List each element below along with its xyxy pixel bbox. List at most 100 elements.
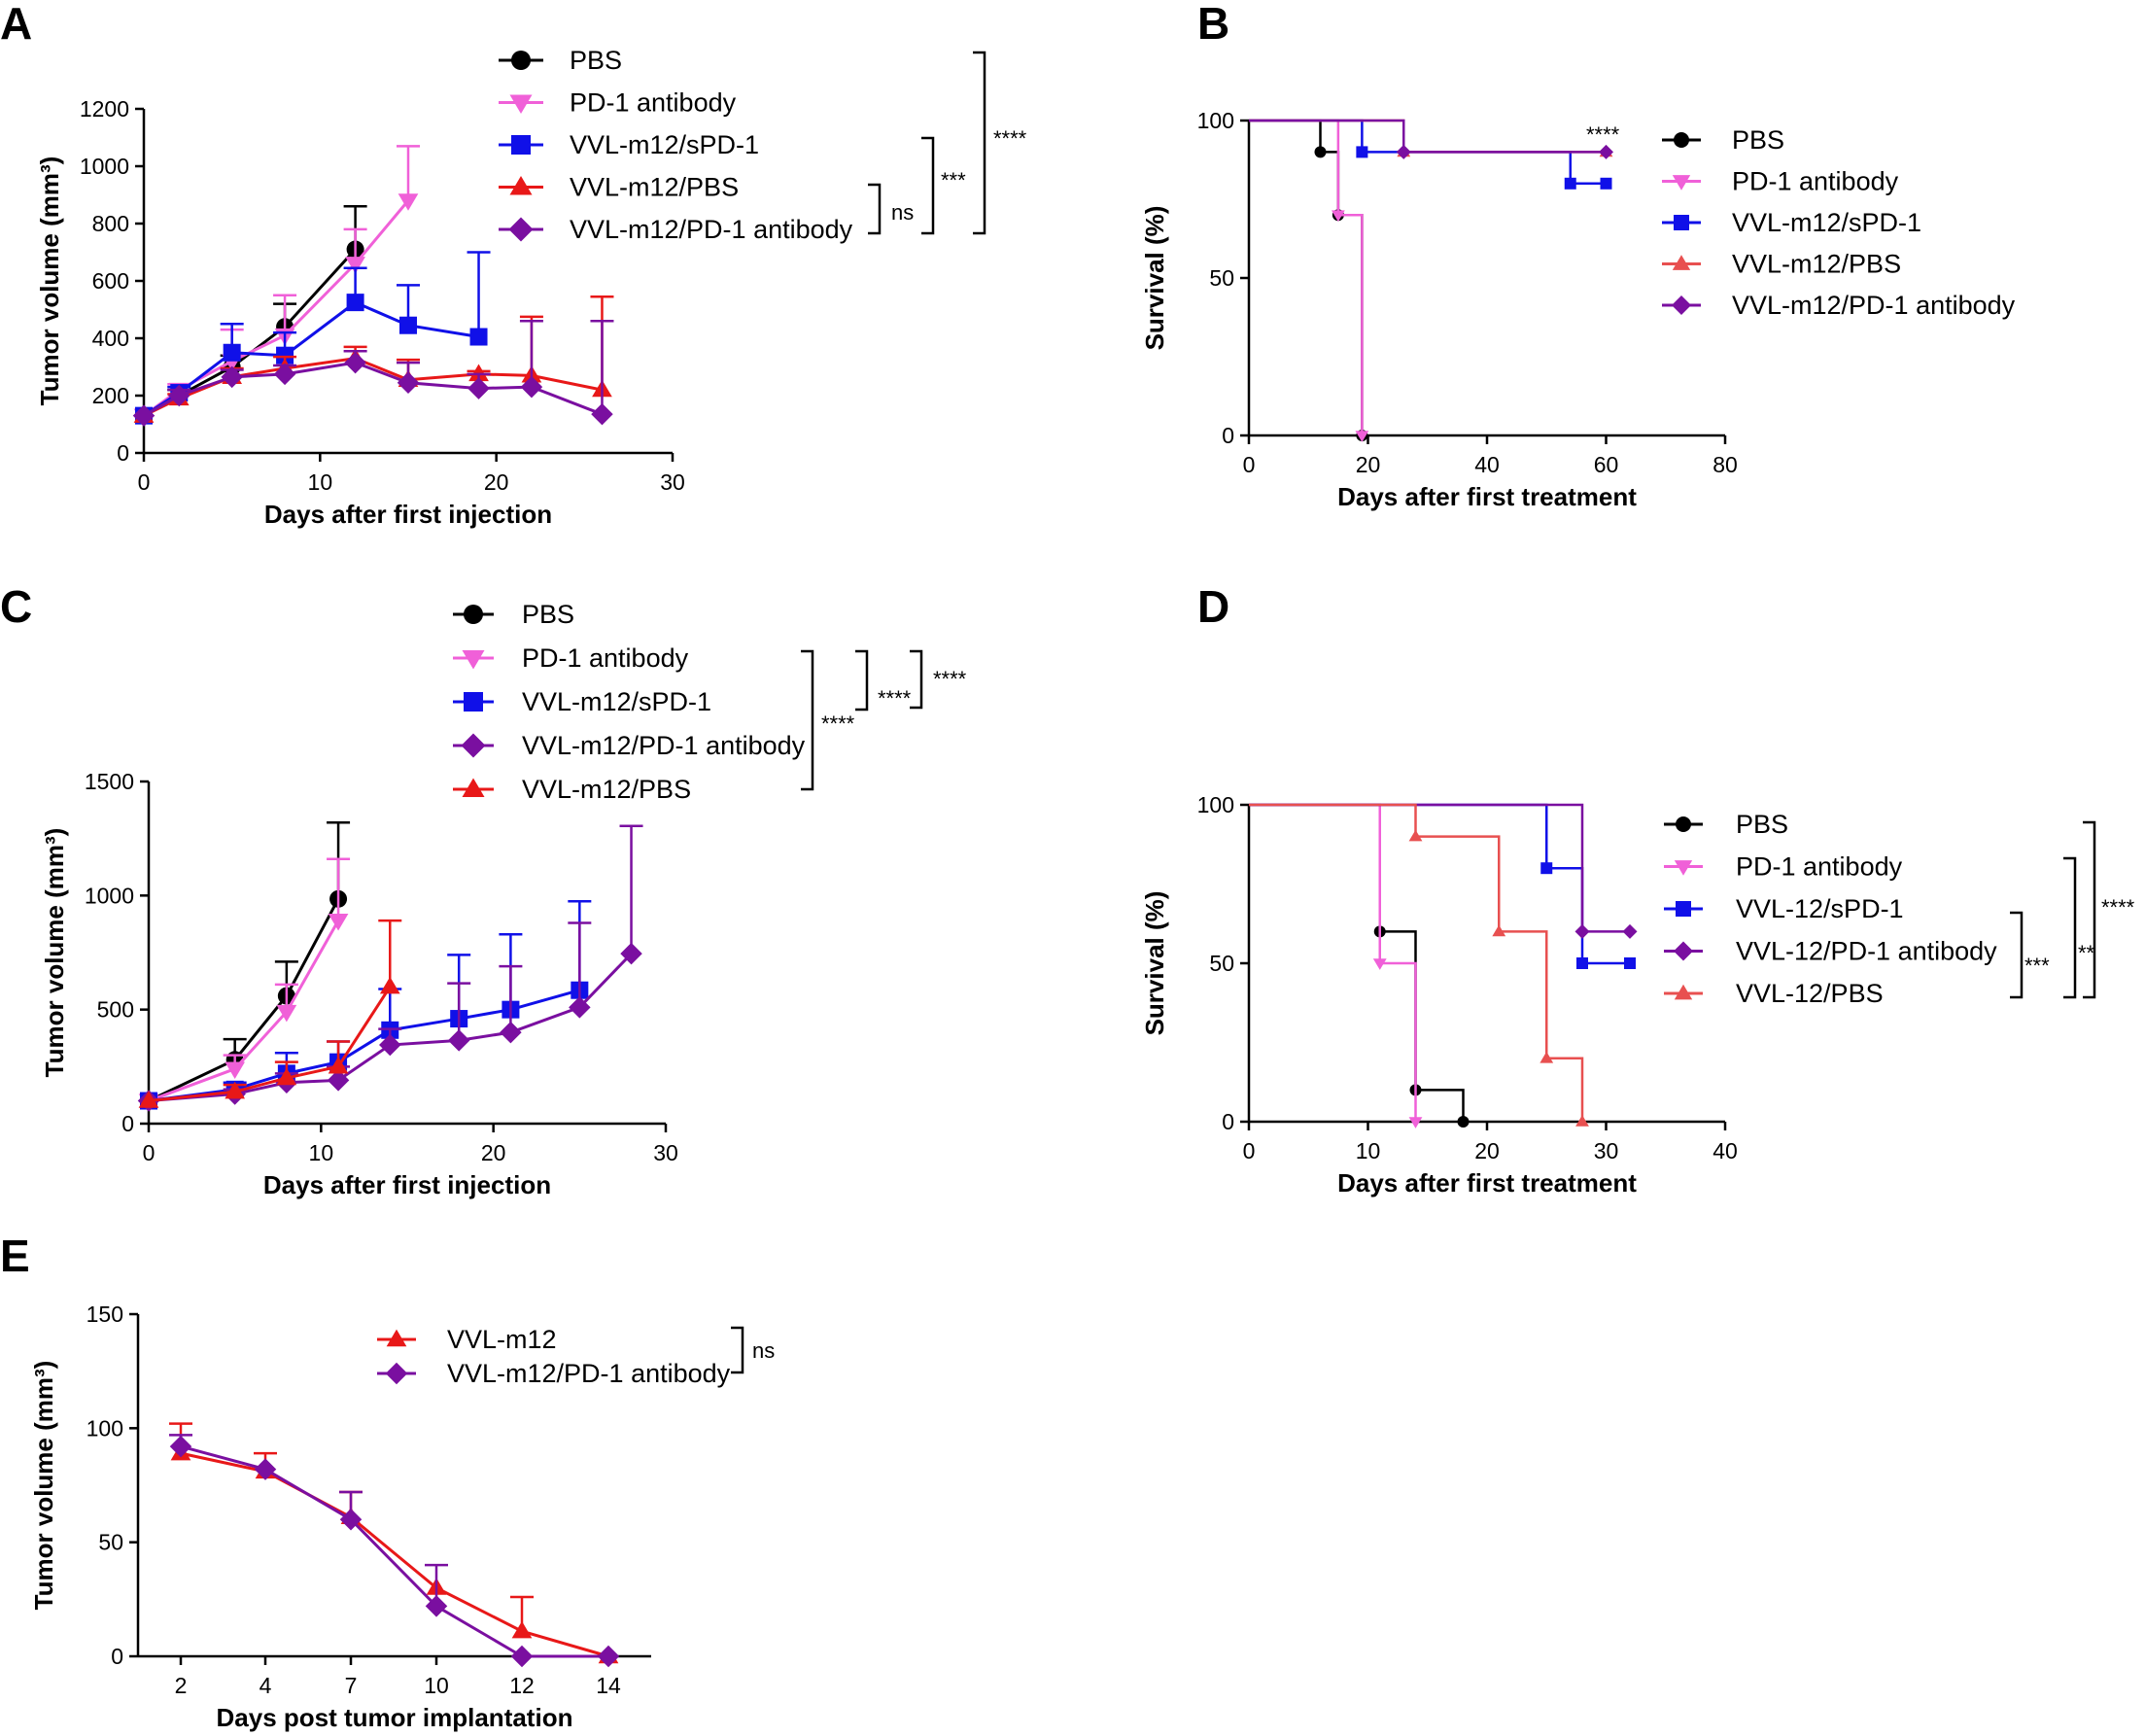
bracket-line bbox=[921, 136, 935, 235]
legend-label: PD-1 antibody bbox=[1732, 167, 1899, 196]
legend-label: VVL-m12/PD-1 antibody bbox=[447, 1359, 731, 1388]
x-tick-label: 4 bbox=[259, 1673, 272, 1698]
y-tick-label: 0 bbox=[1222, 423, 1234, 448]
data-point bbox=[1564, 177, 1576, 190]
legend-marker bbox=[509, 176, 533, 195]
legend-label: PD-1 antibody bbox=[1736, 852, 1903, 882]
significance-label: **** bbox=[2101, 895, 2135, 920]
series-pbs bbox=[135, 205, 367, 425]
y-tick-label: 50 bbox=[1209, 265, 1234, 291]
series-pd-1-antibody bbox=[133, 145, 420, 426]
bracket-line bbox=[731, 1326, 744, 1374]
x-tick-label: 30 bbox=[660, 469, 685, 495]
data-point bbox=[1576, 957, 1588, 969]
x-tick-label: 10 bbox=[308, 469, 333, 495]
x-tick-label: 30 bbox=[653, 1140, 678, 1165]
data-point bbox=[254, 1458, 277, 1480]
x-axis-title: Days after first injection bbox=[264, 500, 552, 529]
survival-step-line bbox=[1249, 803, 1465, 1122]
y-tick-label: 0 bbox=[111, 1644, 123, 1669]
x-axis-title: Days post tumor implantation bbox=[217, 1703, 573, 1732]
data-point bbox=[168, 384, 190, 407]
series-pd-1-antibody bbox=[138, 857, 351, 1111]
panel-b: B 0 50 100 0 20 40 60 80 Days after first treatme… bbox=[1140, 0, 2016, 511]
significance-bracket: ** bbox=[2063, 856, 2095, 999]
significance-bracket: *** bbox=[921, 136, 966, 235]
x-axis-title: Days after first treatment bbox=[1337, 1168, 1637, 1198]
data-point bbox=[511, 1620, 533, 1639]
panel-letter: D bbox=[1197, 581, 1229, 632]
x-axis-title: Days after first treatment bbox=[1337, 482, 1637, 511]
data-point bbox=[1314, 146, 1327, 158]
legend-marker bbox=[1674, 941, 1693, 961]
data-point bbox=[620, 942, 642, 965]
legend-marker bbox=[461, 733, 486, 758]
y-tick-label: 0 bbox=[1222, 1109, 1234, 1134]
bracket-line bbox=[910, 649, 923, 710]
data-point bbox=[276, 1004, 297, 1023]
series-line bbox=[148, 920, 340, 1102]
y-tick-label: 1000 bbox=[85, 883, 134, 908]
data-point bbox=[1457, 1116, 1470, 1128]
data-point bbox=[379, 976, 400, 994]
x-tick-label: 30 bbox=[1594, 1138, 1619, 1163]
survival-step-line bbox=[1249, 803, 1630, 965]
x-tick-label: 10 bbox=[424, 1673, 449, 1698]
series-line bbox=[148, 898, 340, 1102]
series-vvl-12-pbs bbox=[1249, 803, 1589, 1127]
x-tick-label: 10 bbox=[309, 1140, 334, 1165]
data-point bbox=[447, 1029, 470, 1052]
panel-letter: A bbox=[0, 0, 32, 49]
series-vvl-12-pd-1-antibody bbox=[1249, 803, 1638, 939]
y-tick-label: 0 bbox=[117, 440, 129, 466]
significance-bracket: **** bbox=[973, 51, 1027, 235]
y-tick-label: 0 bbox=[121, 1111, 134, 1136]
data-point bbox=[379, 1033, 401, 1057]
x-tick-label: 20 bbox=[484, 469, 509, 495]
series-vvl-m12-pd-1-antibody bbox=[1249, 119, 1613, 159]
x-tick-label: 40 bbox=[1474, 452, 1500, 477]
x-tick-label: 40 bbox=[1713, 1138, 1738, 1163]
x-tick-label: 7 bbox=[345, 1673, 358, 1698]
y-tick-label: 1200 bbox=[80, 96, 129, 122]
y-tick-label: 200 bbox=[92, 383, 129, 408]
y-axis-title: Tumor volume (mm³) bbox=[29, 1361, 58, 1611]
legend-label: VVL-m12/sPD-1 bbox=[1732, 208, 1921, 237]
significance-label: **** bbox=[1586, 122, 1620, 147]
significance-label: ns bbox=[752, 1338, 775, 1363]
significance-label: *** bbox=[941, 168, 966, 192]
x-tick-label: 0 bbox=[1243, 1138, 1256, 1163]
data-point bbox=[132, 404, 156, 427]
data-point bbox=[223, 343, 241, 362]
survival-step-line bbox=[1249, 119, 1607, 154]
significance-bracket: **** bbox=[801, 649, 855, 791]
x-tick-label: 0 bbox=[138, 469, 151, 495]
legend: VVL-m12 VVL-m12/PD-1 antibody bbox=[377, 1325, 731, 1388]
x-tick-label: 14 bbox=[596, 1673, 621, 1698]
y-tick-label: 50 bbox=[98, 1530, 123, 1555]
significance-bracket: **** bbox=[855, 649, 912, 712]
data-point bbox=[1540, 1051, 1554, 1063]
legend-label: VVL-m12/PD-1 antibody bbox=[570, 215, 853, 244]
legend-marker bbox=[1676, 816, 1691, 832]
survival-step-line bbox=[1249, 119, 1364, 435]
x-tick-label: 0 bbox=[1243, 452, 1256, 477]
legend-label: PBS bbox=[1736, 810, 1788, 839]
legend-label: VVL-m12/PD-1 antibody bbox=[1732, 291, 2016, 320]
legend-label: VVL-m12/PBS bbox=[1732, 250, 1901, 279]
data-point bbox=[1575, 1115, 1589, 1127]
data-point bbox=[339, 1508, 363, 1531]
significance-bracket: *** bbox=[2010, 911, 2050, 999]
legend-marker bbox=[1672, 175, 1691, 191]
legend-label: VVL-12/sPD-1 bbox=[1736, 894, 1904, 923]
y-tick-label: 100 bbox=[1197, 792, 1234, 817]
x-tick-label: 2 bbox=[175, 1673, 188, 1698]
y-tick-label: 400 bbox=[92, 326, 129, 351]
legend-marker bbox=[386, 1329, 407, 1347]
series-pbs bbox=[1249, 119, 1368, 441]
x-tick-label: 12 bbox=[509, 1673, 535, 1698]
data-point bbox=[500, 1021, 522, 1044]
legend-label: VVL-m12/sPD-1 bbox=[570, 130, 759, 159]
significance-bracket: ns bbox=[868, 183, 914, 235]
y-tick-label: 1000 bbox=[80, 154, 129, 179]
